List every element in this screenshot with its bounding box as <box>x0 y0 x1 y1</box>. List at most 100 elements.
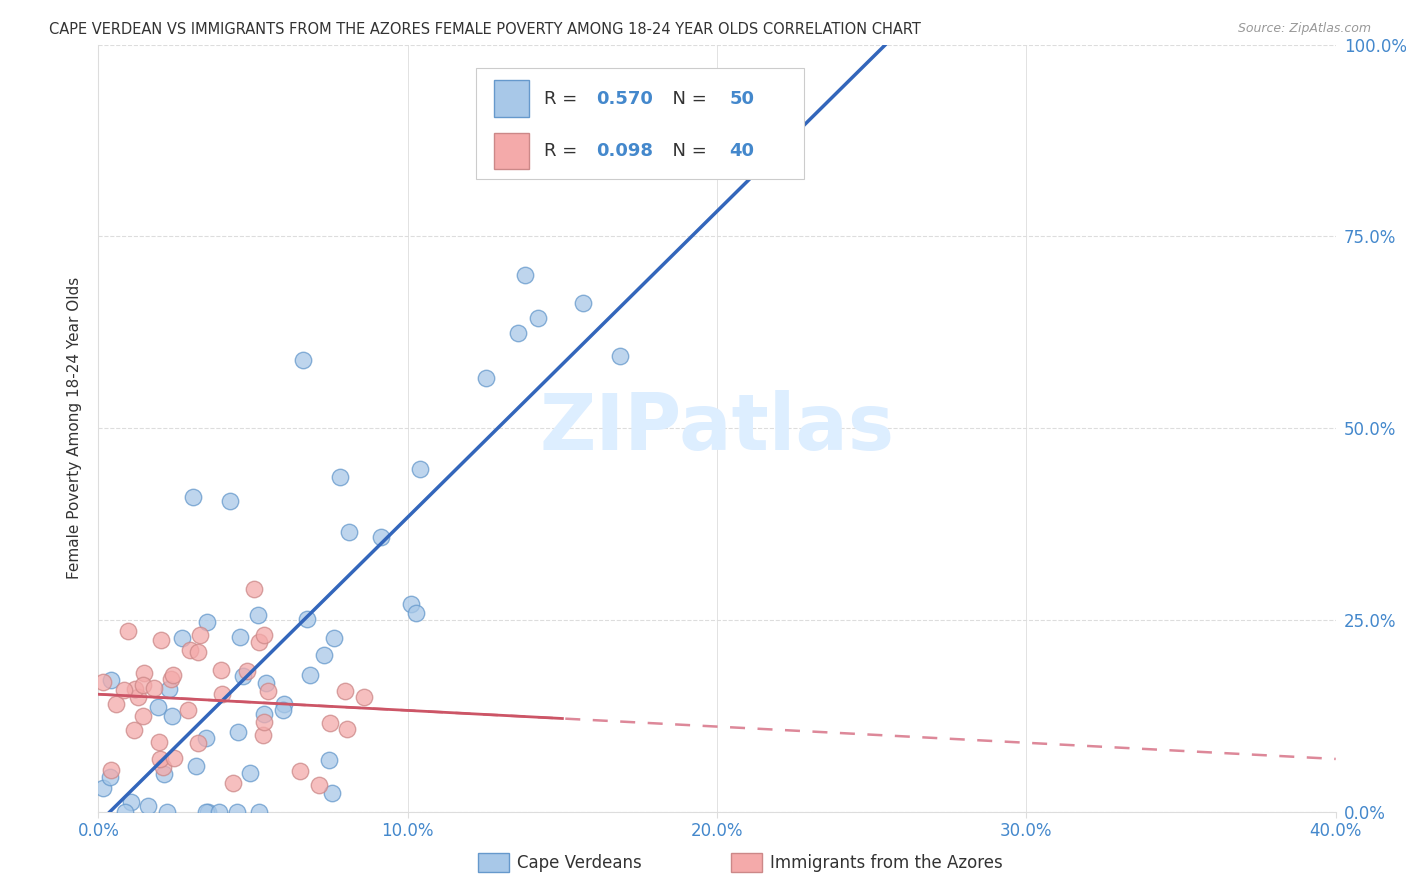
Point <box>179 642 201 657</box>
Point <box>114 805 136 819</box>
Text: 50: 50 <box>730 90 755 108</box>
Point <box>299 668 322 682</box>
Point <box>318 753 340 767</box>
Point <box>117 624 139 639</box>
Point <box>127 690 149 705</box>
Point <box>93 674 115 689</box>
Point <box>246 608 269 623</box>
Point <box>100 763 122 777</box>
Point <box>253 714 276 729</box>
Point <box>253 706 276 721</box>
Point <box>609 349 631 363</box>
Point <box>308 778 330 792</box>
Point <box>100 673 122 688</box>
Point <box>188 628 211 642</box>
Text: N =: N = <box>661 142 713 160</box>
Point <box>323 631 346 645</box>
Point <box>211 687 233 701</box>
Text: R =: R = <box>544 90 583 108</box>
Point <box>124 681 146 696</box>
Point <box>187 736 209 750</box>
Text: 40: 40 <box>730 142 755 160</box>
Point <box>257 683 280 698</box>
Point <box>138 798 160 813</box>
Point <box>226 805 249 819</box>
Point <box>152 760 174 774</box>
Point <box>134 665 156 680</box>
Point <box>93 780 115 795</box>
Point <box>153 767 176 781</box>
Point <box>160 672 183 686</box>
Point <box>149 633 172 648</box>
Point <box>195 805 218 819</box>
Point <box>249 634 271 648</box>
Point <box>252 728 274 742</box>
Text: 0.570: 0.570 <box>596 90 652 108</box>
Point <box>229 630 252 644</box>
Point <box>98 770 121 784</box>
Point <box>124 723 146 737</box>
Point <box>197 805 219 819</box>
Point <box>112 683 135 698</box>
Point <box>353 690 375 705</box>
FancyBboxPatch shape <box>475 68 804 178</box>
Point <box>273 697 295 711</box>
Point <box>475 371 498 385</box>
Point <box>132 678 155 692</box>
Point <box>254 676 277 690</box>
Point <box>312 648 335 662</box>
Point <box>336 723 359 737</box>
Point <box>329 470 352 484</box>
FancyBboxPatch shape <box>495 133 529 169</box>
Text: Cape Verdeans: Cape Verdeans <box>517 854 643 871</box>
Point <box>156 805 179 819</box>
Point <box>177 703 200 717</box>
Point <box>236 664 259 678</box>
Point <box>162 751 184 765</box>
Point <box>247 805 270 819</box>
Point <box>409 462 432 476</box>
Point <box>508 326 530 341</box>
Point <box>195 731 218 746</box>
Point <box>242 582 264 596</box>
Point <box>208 805 231 819</box>
Point <box>291 352 314 367</box>
Point <box>186 759 208 773</box>
Point <box>195 615 218 629</box>
Point <box>142 681 165 695</box>
Point <box>232 669 254 683</box>
Point <box>319 716 342 731</box>
Point <box>288 764 311 778</box>
Point <box>186 644 208 658</box>
Point <box>157 682 180 697</box>
Point <box>295 612 318 626</box>
Point <box>181 490 204 504</box>
Point <box>132 709 155 723</box>
Point <box>527 310 550 325</box>
Point <box>572 296 595 310</box>
Point <box>337 524 360 539</box>
Text: ZIPatlas: ZIPatlas <box>540 390 894 467</box>
Text: Source: ZipAtlas.com: Source: ZipAtlas.com <box>1237 22 1371 36</box>
Point <box>148 734 170 748</box>
Point <box>333 684 356 698</box>
Text: CAPE VERDEAN VS IMMIGRANTS FROM THE AZORES FEMALE POVERTY AMONG 18-24 YEAR OLDS : CAPE VERDEAN VS IMMIGRANTS FROM THE AZOR… <box>49 22 921 37</box>
Point <box>160 709 183 723</box>
Point <box>222 775 245 789</box>
Point <box>370 530 392 544</box>
Point <box>273 703 295 717</box>
Y-axis label: Female Poverty Among 18-24 Year Olds: Female Poverty Among 18-24 Year Olds <box>67 277 83 579</box>
Point <box>219 493 242 508</box>
Point <box>105 697 128 711</box>
Point <box>405 607 427 621</box>
Point <box>226 725 249 739</box>
Point <box>162 668 184 682</box>
Point <box>148 752 170 766</box>
Point <box>239 766 262 780</box>
Point <box>515 268 537 283</box>
Point <box>321 786 343 800</box>
Text: 0.098: 0.098 <box>596 142 652 160</box>
FancyBboxPatch shape <box>495 80 529 117</box>
Text: R =: R = <box>544 142 583 160</box>
Point <box>170 631 193 645</box>
